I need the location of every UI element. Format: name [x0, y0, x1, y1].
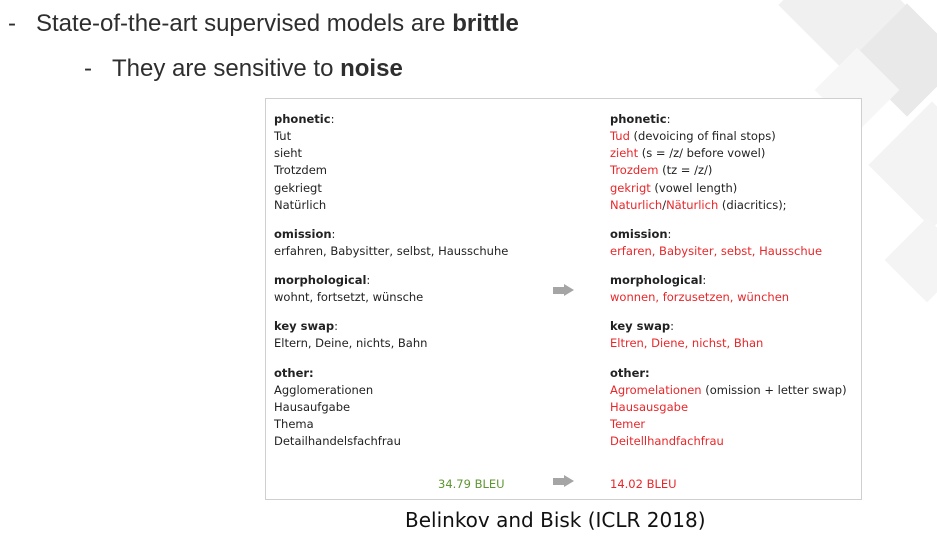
list-item: Natürlich	[274, 197, 327, 212]
noised-words-column: phonetic: Tud (devoicing of final stops)…	[610, 111, 847, 462]
list-item: Agglomerationen	[274, 382, 374, 397]
group-other: other: Agglomerationen Hausaufgabe Thema…	[274, 365, 508, 451]
bold-word: noise	[340, 55, 403, 82]
list-item: Naturlich/Näturlich (diacritics);	[610, 197, 787, 212]
list-item: Tud (devoicing of final stops)	[610, 129, 776, 143]
group-morphological: morphological: wonnen, forzusetzen, wünc…	[610, 272, 847, 306]
list-item: Eltern, Deine, nichts, Bahn	[274, 336, 428, 351]
list-item: Trotzdem	[274, 163, 327, 178]
noised-bleu-score: 14.02 BLEU	[610, 477, 677, 491]
list-item: Detailhandelsfachfrau	[274, 434, 401, 449]
group-other: other: Agromelationen (omission + letter…	[610, 365, 847, 451]
list-item: zieht (s = /z/ before vowel)	[610, 146, 766, 161]
list-item: erfaren, Babysiter, sebst, Hausschue	[610, 244, 823, 259]
group-morphological: morphological: wohnt, fortsetzt, wünsche	[274, 272, 508, 306]
list-item: erfahren, Babysitter, selbst, Hausschuhe	[274, 244, 509, 259]
list-item: wonnen, forzusetzen, wünchen	[610, 290, 790, 305]
group-phonetic: phonetic: Tut sieht Trotzdem gekriegt Na…	[274, 111, 508, 214]
list-item: gekrigt (vowel length)	[610, 180, 738, 195]
list-item: gekriegt	[274, 180, 322, 195]
group-phonetic: phonetic: Tud (devoicing of final stops)…	[610, 111, 847, 214]
original-bleu-score: 34.79 BLEU	[438, 477, 505, 491]
list-item: Eltren, Diene, nichst, Bhan	[610, 336, 764, 351]
original-words-column: phonetic: Tut sieht Trotzdem gekriegt Na…	[274, 111, 508, 462]
list-item: Temer	[610, 417, 646, 432]
noise-examples-figure: phonetic: Tut sieht Trotzdem gekriegt Na…	[265, 98, 862, 500]
list-item: sieht	[274, 146, 303, 161]
list-item: Deitellhandfachfrau	[610, 434, 724, 449]
list-item: Tut	[274, 129, 292, 143]
right-arrow-icon	[553, 475, 575, 487]
deco-square	[868, 101, 937, 229]
group-omission: omission: erfaren, Babysiter, sebst, Hau…	[610, 226, 847, 260]
list-item: Thema	[274, 417, 314, 432]
list-item: Hausausgabe	[610, 399, 689, 414]
group-omission: omission: erfahren, Babysitter, selbst, …	[274, 226, 508, 260]
citation-caption: Belinkov and Bisk (ICLR 2018)	[405, 508, 706, 532]
group-key-swap: key swap: Eltren, Diene, nichst, Bhan	[610, 318, 847, 352]
bullet-brittle: - State-of-the-art supervised models are …	[8, 10, 519, 37]
list-item: Trozdem (tz = /z/)	[610, 163, 713, 178]
list-item: Hausaufgabe	[274, 399, 351, 414]
deco-square	[884, 217, 937, 303]
list-item: Agromelationen (omission + letter swap)	[610, 382, 847, 397]
list-item: wohnt, fortsetzt, wünsche	[274, 290, 424, 305]
right-arrow-icon	[553, 284, 575, 296]
group-key-swap: key swap: Eltern, Deine, nichts, Bahn	[274, 318, 508, 352]
bullet-noise: - They are sensitive to noise	[84, 55, 403, 82]
bold-word: brittle	[452, 10, 519, 37]
